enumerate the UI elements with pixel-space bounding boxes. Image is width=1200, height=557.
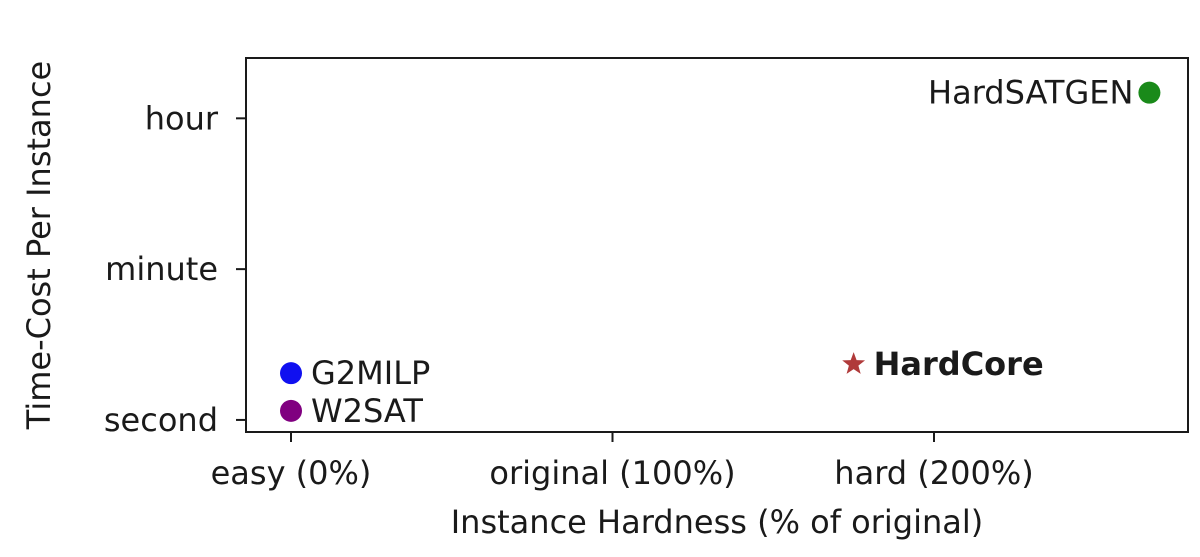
y-axis: second minute hour — [104, 99, 246, 439]
point-marker-hardcore — [842, 352, 866, 374]
point-marker-g2milp — [280, 362, 303, 385]
point-label-g2milp: G2MILP — [311, 354, 430, 392]
x-tick-label: hard (200%) — [834, 454, 1033, 492]
y-tick-label: second — [104, 401, 218, 439]
y-axis-title: Time-Cost Per Instance — [20, 61, 58, 430]
x-tick-label: original (100%) — [489, 454, 735, 492]
point-marker-hardsatgen — [1138, 81, 1161, 104]
y-tick-label: minute — [105, 250, 218, 288]
point-label-hardcore: HardCore — [874, 345, 1044, 383]
point-label-hardsatgen: HardSATGEN — [928, 74, 1133, 112]
x-tick-label: easy (0%) — [211, 454, 372, 492]
point-label-w2sat: W2SAT — [311, 392, 423, 430]
x-axis-title: Instance Hardness (% of original) — [451, 503, 984, 541]
x-axis: easy (0%) original (100%) hard (200%) — [211, 432, 1034, 492]
plot-frame — [245, 57, 1189, 433]
y-tick-label: hour — [145, 99, 219, 137]
point-marker-w2sat — [280, 399, 303, 422]
